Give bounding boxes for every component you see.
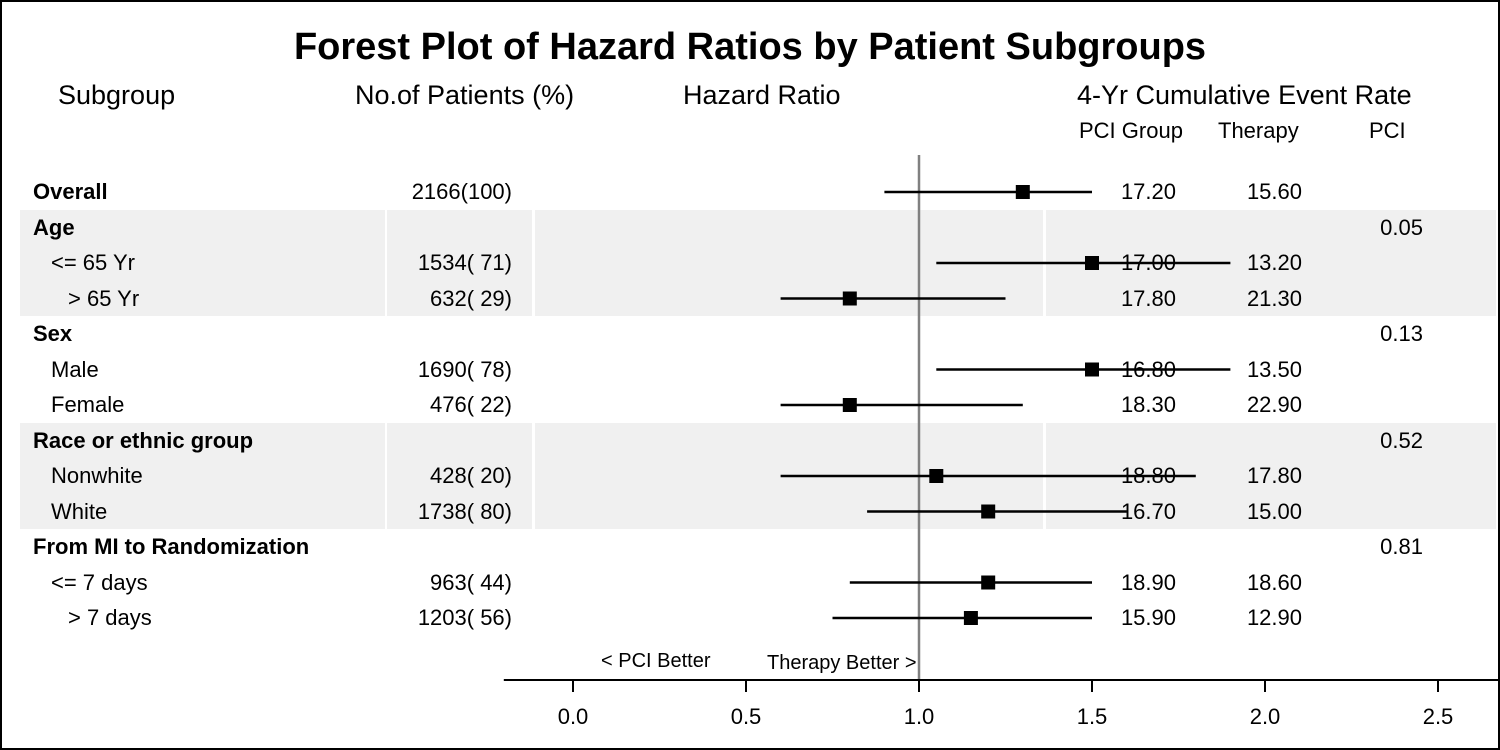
patients-value: 1203( 56) [417,605,512,630]
header-event-rate: 4-Yr Cumulative Event Rate [1077,80,1412,110]
pci-group-value: 18.30 [1120,392,1176,417]
pci-value: 0.05 [1380,214,1423,240]
subgroup-label: Overall [33,179,108,204]
therapy-value: 15.00 [1246,498,1302,524]
x-tick-label: 1.5 [1077,704,1108,729]
pci-value: 0.81 [1380,534,1423,559]
subgroup-label: > 7 days [68,605,152,630]
pci-group-value: 17.80 [1120,285,1176,311]
subgroup-label: Male [51,356,99,382]
pci-value: 0.52 [1380,427,1423,453]
chart-title: Forest Plot of Hazard Ratios by Patient … [293,26,1207,68]
x-tick-label: 2.5 [1423,704,1454,729]
row-band [387,209,532,317]
pci-value: 0.13 [1380,321,1423,346]
subgroup-label: <= 65 Yr [51,250,135,275]
subheader-pci-group: PCI Group [1079,118,1183,143]
row-band [20,209,385,317]
hazard-ratio-marker [963,611,978,625]
subheader-pci: PCI [1369,118,1406,143]
header-patients: No.of Patients (%) [355,80,575,110]
therapy-value: 17.80 [1246,463,1302,488]
subgroup-label: Nonwhite [51,463,143,488]
hazard-ratio-marker [1085,256,1099,270]
therapy-value: 12.90 [1246,605,1302,630]
header-hazard-ratio: Hazard Ratio [683,80,841,110]
row-band [20,422,385,530]
header-subgroup: Subgroup [58,80,176,110]
x-tick-label: 1.0 [904,704,935,729]
patients-value: 1690( 78) [417,356,512,382]
subgroup-label: From MI to Randomization [33,534,310,559]
x-tick-label: 2.0 [1250,704,1281,729]
hazard-ratio-marker [842,291,857,306]
therapy-value: 18.60 [1246,569,1302,595]
therapy-value: 22.90 [1246,392,1302,417]
hazard-ratio-marker [981,575,996,590]
hazard-ratio-marker [929,469,944,483]
patients-value: 1738( 80) [417,498,512,524]
patients-value: 632( 29) [430,285,512,311]
therapy-value: 13.20 [1246,250,1302,275]
patients-value: 2166(100) [411,179,512,204]
subgroup-label: > 65 Yr [68,285,140,311]
annotation-pci-better: < PCI Better [601,650,711,672]
x-tick-label: 0.0 [558,704,589,729]
hazard-ratio-marker [981,504,996,519]
subgroup-label: White [51,498,108,524]
hazard-ratio-marker [1085,362,1099,377]
therapy-value: 15.60 [1246,179,1302,204]
subgroup-label: Race or ethnic group [33,427,254,453]
patients-value: 428( 20) [430,463,512,488]
hazard-ratio-marker [842,398,857,412]
subgroup-label: <= 7 days [51,569,148,595]
pci-group-value: 17.20 [1120,179,1176,204]
subgroup-label: Age [33,214,75,240]
row-band [387,422,532,530]
hazard-ratio-marker [1015,185,1030,199]
patients-value: 963( 44) [430,569,512,595]
subheader-therapy: Therapy [1218,118,1299,143]
therapy-value: 13.50 [1246,356,1302,382]
pci-group-value: 15.90 [1120,605,1176,630]
patients-value: 476( 22) [430,392,512,417]
subgroup-label: Female [51,392,125,417]
patients-value: 1534( 71) [417,250,512,275]
x-tick-label: 0.5 [731,704,762,729]
subgroup-label: Sex [33,321,73,346]
annotation-therapy-better: Therapy Better > [767,652,917,674]
pci-group-value: 18.90 [1120,569,1176,595]
pci-group-value: 16.70 [1120,498,1176,524]
therapy-value: 21.30 [1246,285,1302,311]
